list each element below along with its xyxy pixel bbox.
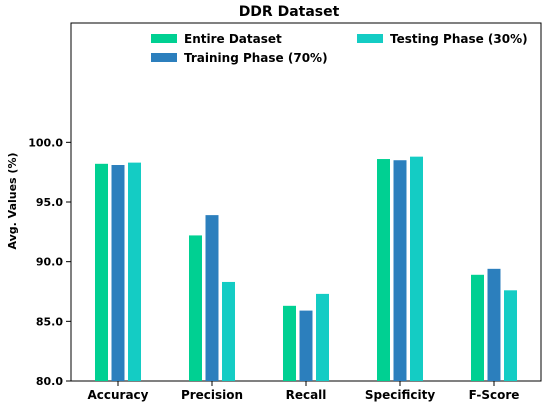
bar-accuracy-3 bbox=[128, 162, 141, 381]
bar-f-score-3 bbox=[504, 290, 517, 381]
x-tick-label: Specificity bbox=[365, 388, 435, 402]
plot-area: 80.0 85.0 90.0 95.0 100.0 Accuracy Precision Re… bbox=[28, 22, 542, 402]
y-tick-label: 80.0 bbox=[36, 375, 63, 388]
bar-precision-2 bbox=[205, 215, 219, 381]
bar-recall-1 bbox=[283, 305, 296, 381]
legend-label: Training Phase (70%) bbox=[184, 51, 328, 65]
legend-swatch bbox=[151, 34, 177, 43]
legend-label: Entire Dataset bbox=[184, 32, 282, 46]
legend-swatch bbox=[357, 34, 383, 43]
bar-recall-2 bbox=[299, 310, 313, 381]
y-tick-label: 95.0 bbox=[36, 196, 63, 209]
x-tick-label: Recall bbox=[286, 388, 327, 402]
legend-swatch bbox=[151, 53, 177, 62]
bar-specificity-3 bbox=[410, 156, 423, 381]
bar-specificity-1 bbox=[377, 159, 390, 381]
bar-f-score-2 bbox=[487, 268, 501, 381]
bar-precision-1 bbox=[189, 235, 202, 381]
bar-precision-3 bbox=[222, 281, 235, 381]
bar-specificity-2 bbox=[393, 160, 407, 381]
y-tick-label: 85.0 bbox=[36, 315, 63, 328]
y-tick-label: 90.0 bbox=[36, 256, 63, 269]
bar-accuracy-1 bbox=[95, 163, 108, 381]
bar-recall-3 bbox=[316, 293, 329, 381]
x-tick-label: Precision bbox=[181, 388, 243, 402]
bar-accuracy-2 bbox=[111, 165, 125, 381]
x-tick-label: Accuracy bbox=[87, 388, 148, 402]
legend-label: Testing Phase (30%) bbox=[390, 32, 528, 46]
y-axis-label: Avg. Values (%) bbox=[6, 152, 19, 249]
y-tick-label: 100.0 bbox=[28, 136, 63, 149]
legend: Entire Dataset Training Phase (70%) Testin… bbox=[151, 32, 528, 65]
x-tick-label: F-Score bbox=[469, 388, 520, 402]
chart-title: DDR Dataset bbox=[239, 4, 340, 20]
bar-f-score-1 bbox=[471, 274, 484, 381]
